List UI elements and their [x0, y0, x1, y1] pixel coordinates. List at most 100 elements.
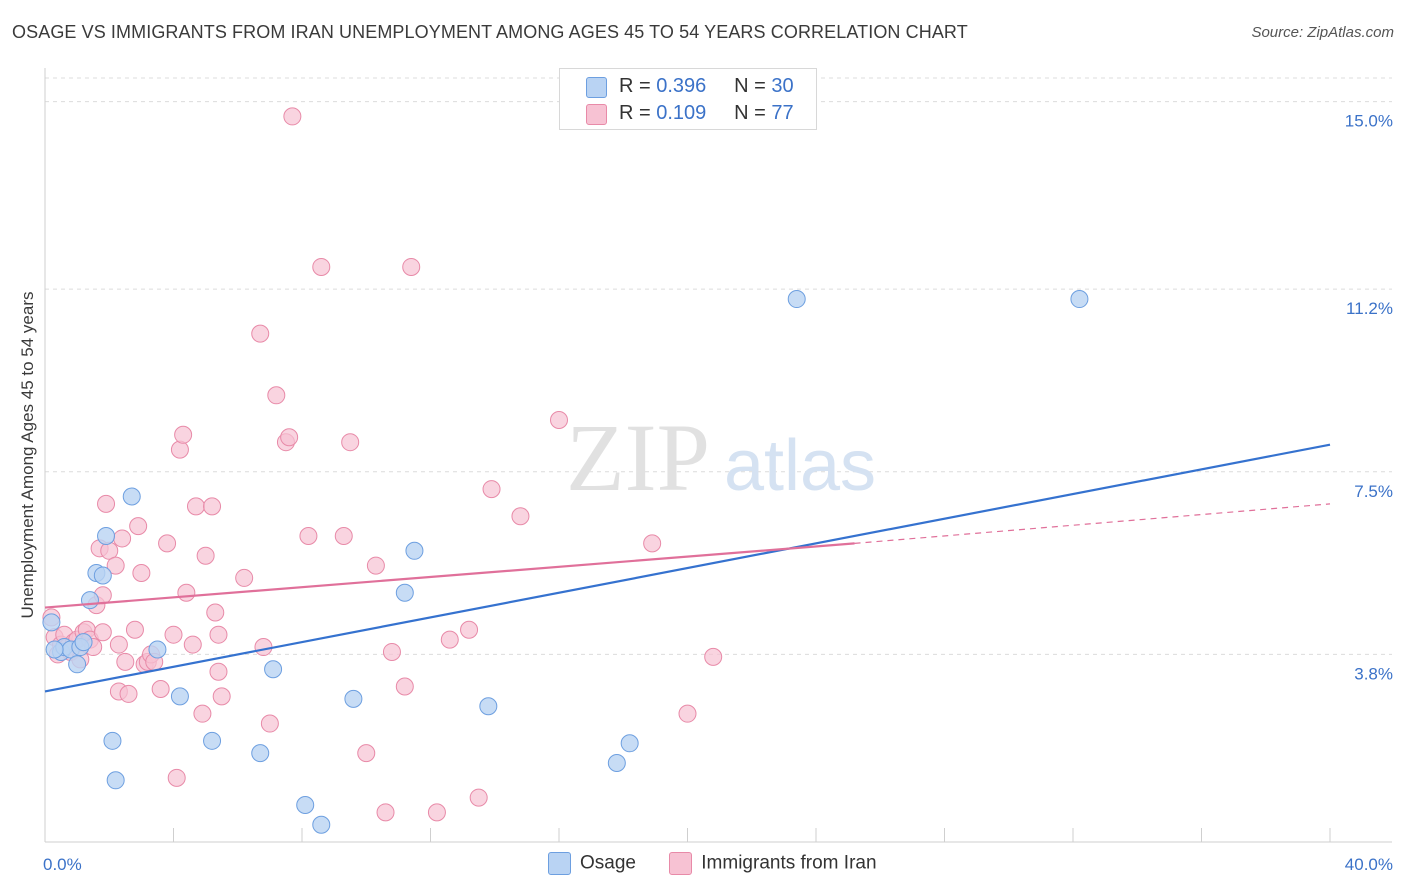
legend-osage-label: Osage — [580, 852, 636, 874]
osage-point — [80, 591, 99, 610]
y-axis-label: Unemployment Among Ages 45 to 54 years — [18, 291, 37, 619]
osage-point — [170, 687, 189, 706]
iran-point — [174, 425, 193, 444]
iran-point — [550, 410, 568, 429]
legend-stats: R = 0.396 N = 30 R = 0.109 N = 77 — [559, 68, 817, 130]
iran-point — [206, 603, 225, 622]
osage-point — [620, 734, 639, 753]
iran-point — [460, 620, 479, 639]
iran-r-label: R = — [619, 102, 651, 124]
iran-point — [267, 386, 286, 405]
watermark-atlas: atlas — [724, 426, 876, 506]
iran-point — [382, 642, 401, 661]
iran-point — [357, 744, 376, 763]
osage-point — [296, 795, 315, 814]
iran-point — [106, 556, 125, 575]
iran-point — [116, 652, 135, 671]
osage-point — [148, 640, 167, 659]
osage-point — [203, 731, 222, 750]
legend-iran-label: Immigrants from Iran — [701, 852, 877, 874]
iran-n-label: N = — [734, 102, 766, 124]
iran-swatch — [586, 104, 607, 125]
iran-point — [167, 768, 186, 787]
iran-point — [440, 630, 459, 649]
osage-n-label: N = — [734, 75, 766, 97]
iran-point — [132, 563, 151, 582]
osage-point — [68, 655, 87, 674]
iran-point — [260, 714, 279, 733]
y-tick-label: 15.0% — [1345, 112, 1393, 131]
watermark-zip: ZIP — [566, 404, 710, 511]
osage-swatch — [586, 77, 607, 98]
legend-osage-swatch — [548, 852, 571, 875]
y-tick-label: 3.8% — [1354, 664, 1393, 683]
osage-point — [787, 290, 806, 309]
osage-point — [405, 541, 424, 560]
osage-point — [45, 640, 64, 659]
legend-series: Osage Immigrants from Iran — [548, 852, 905, 875]
osage-point — [344, 689, 363, 708]
iran-point — [280, 428, 299, 447]
iran-point — [177, 583, 196, 602]
iran-point — [643, 534, 662, 553]
iran-trend-line — [44, 542, 855, 609]
iran-point — [186, 497, 205, 516]
iran-point — [170, 440, 189, 459]
osage-r-value: 0.396 — [656, 75, 707, 97]
iran-point — [427, 803, 446, 822]
osage-r-label: R = — [619, 75, 651, 97]
iran-point — [212, 687, 231, 706]
y-tick-label: 7.5% — [1354, 482, 1393, 501]
osage-point — [93, 566, 112, 585]
iran-point — [93, 623, 112, 642]
iran-point — [209, 625, 228, 644]
osage-point — [1070, 290, 1089, 309]
osage-point — [479, 697, 498, 716]
iran-point — [704, 647, 723, 666]
iran-point — [376, 803, 395, 822]
iran-point — [395, 677, 414, 696]
y-tick-label: 11.2% — [1346, 299, 1393, 318]
osage-point — [607, 754, 626, 773]
iran-point — [482, 480, 501, 499]
osage-point — [264, 660, 283, 679]
iran-r-value: 0.109 — [656, 102, 707, 124]
iran-point — [366, 556, 385, 575]
source-label: Source: ZipAtlas.com — [1251, 24, 1394, 41]
legend-iran-swatch — [669, 852, 693, 875]
legend-item-osage: Osage — [548, 852, 636, 875]
osage-point — [122, 487, 141, 506]
osage-n-value: 30 — [771, 75, 794, 97]
iran-point — [125, 620, 144, 639]
iran-point — [511, 507, 530, 526]
osage-trend-line — [44, 443, 1331, 693]
grid-lines — [45, 77, 1392, 655]
iran-point — [299, 526, 318, 545]
osage-point — [97, 526, 116, 545]
iran-point — [113, 529, 132, 548]
osage-point — [251, 744, 270, 763]
legend-item-iran: Immigrants from Iran — [669, 852, 877, 875]
iran-point — [129, 517, 148, 536]
iran-point — [283, 107, 302, 126]
x-tick-label-min: 0.0% — [43, 855, 82, 874]
osage-point — [74, 633, 93, 652]
axes — [44, 68, 1392, 843]
trend-lines — [44, 443, 1331, 693]
iran-point — [341, 433, 360, 452]
iran-point — [97, 494, 116, 513]
tick-labels: 3.8% 7.5% 11.2% 15.0% 0.0% 40.0% — [43, 112, 1393, 874]
osage-point — [103, 731, 122, 750]
iran-point — [203, 497, 222, 516]
iran-point — [312, 257, 331, 276]
iran-point — [209, 662, 228, 681]
iran-point — [193, 704, 212, 723]
iran-point — [119, 684, 138, 703]
iran-point — [158, 534, 177, 553]
iran-point — [334, 526, 353, 545]
osage-point — [106, 771, 125, 790]
iran-point — [402, 257, 421, 276]
iran-point — [251, 324, 270, 343]
iran-point — [109, 635, 128, 654]
